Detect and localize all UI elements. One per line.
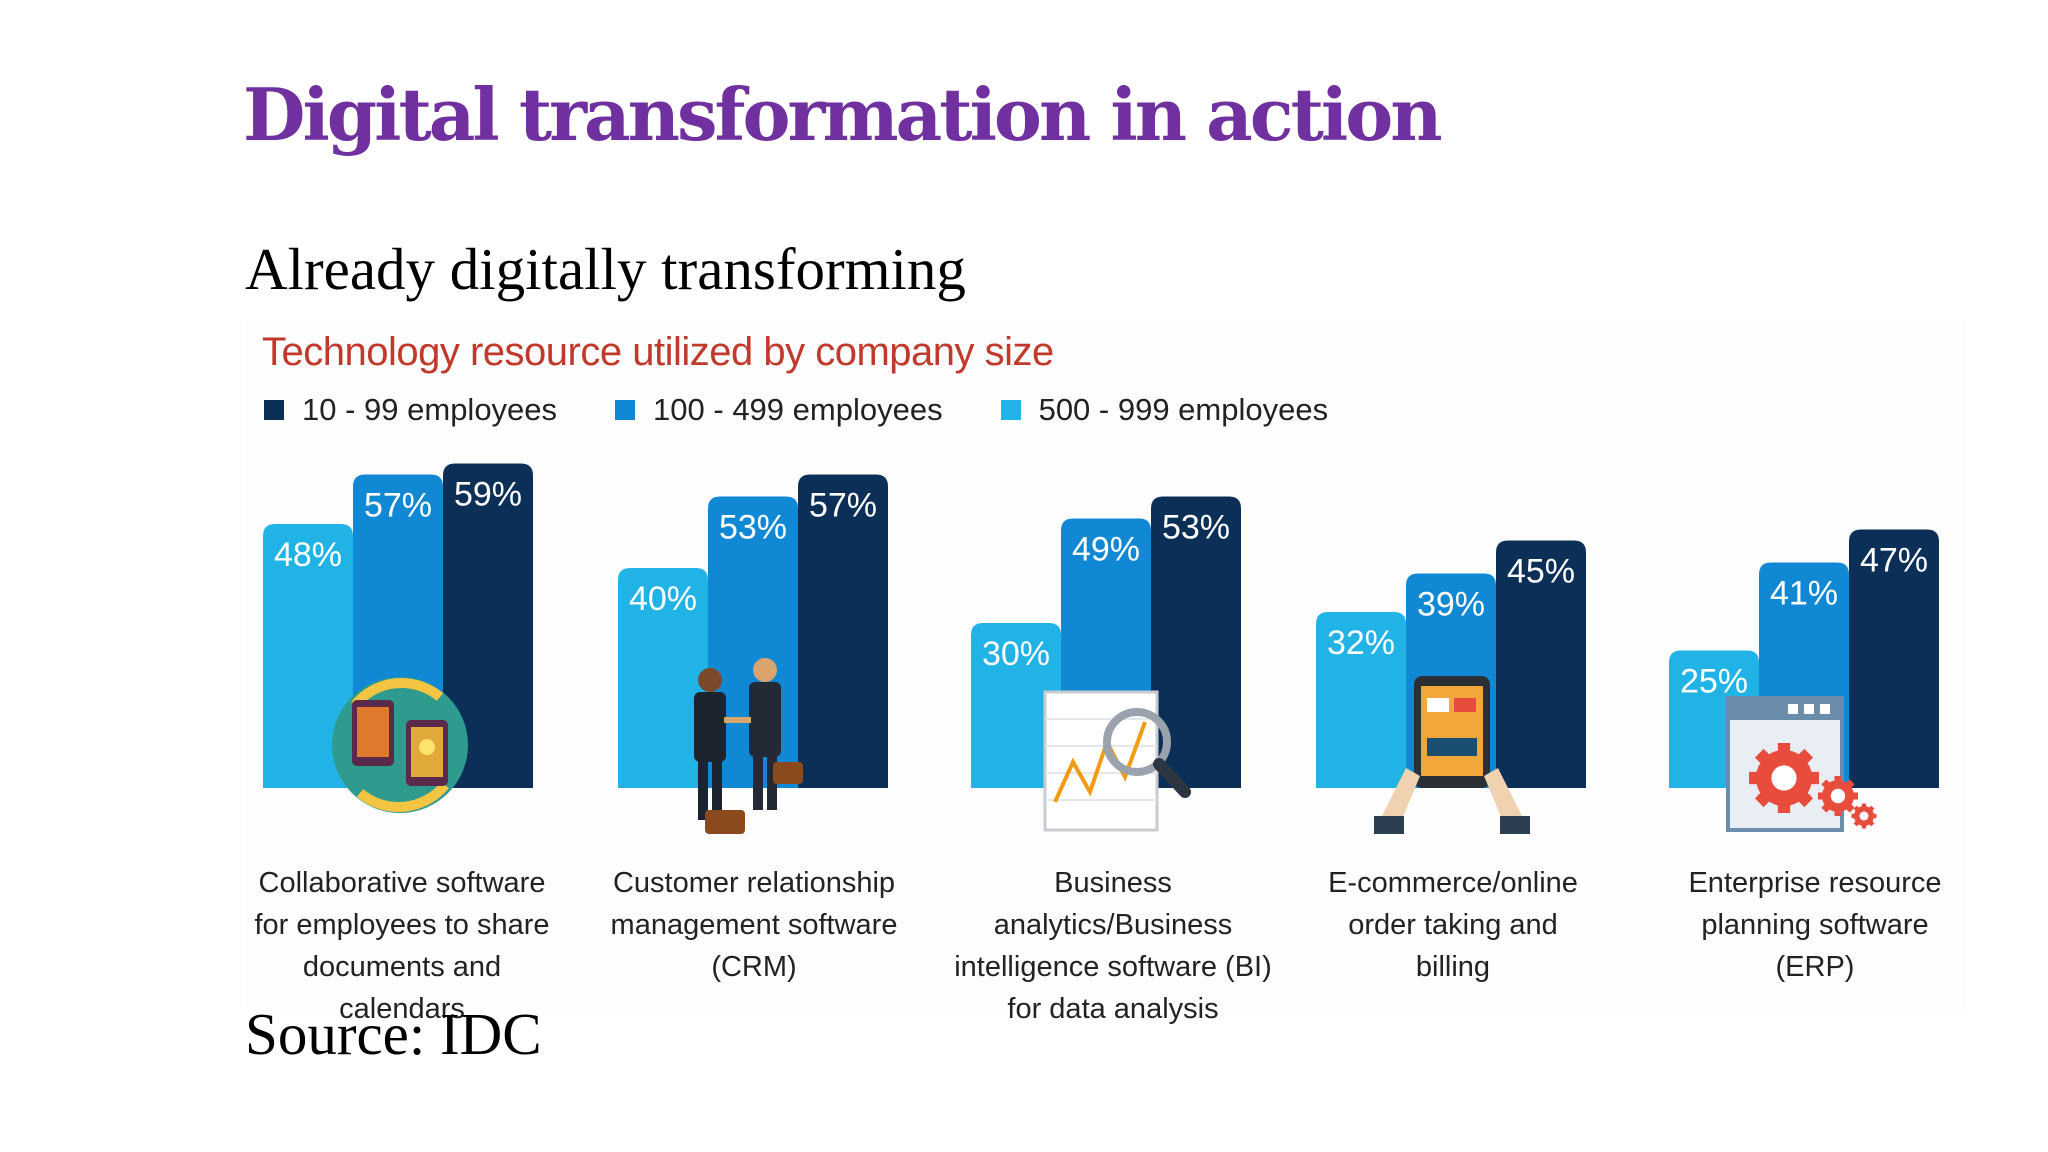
data-label-bi-series-1: 49% [1072, 531, 1140, 569]
data-label-erp-series-2: 25% [1680, 663, 1748, 701]
data-label-bi-series-0: 53% [1162, 509, 1230, 547]
data-label-bi-series-2: 30% [982, 635, 1050, 673]
category-label-crm: Customer relationship management softwar… [610, 867, 898, 983]
tablet-shopping-icon [1374, 676, 1530, 834]
bar-crm-series-2 [618, 568, 708, 788]
data-label-crm-series-2: 40% [629, 580, 697, 618]
data-label-crm-series-1: 53% [719, 509, 787, 547]
bar-group-crm: 40% 53% 57% [618, 474, 888, 788]
bar-bi-series-0 [1151, 496, 1241, 788]
legend-swatch-small [264, 400, 284, 420]
legend-swatch-medium [615, 400, 636, 420]
data-label-erp-series-1: 41% [1770, 575, 1838, 613]
legend-item-medium: 100 - 499 employees [615, 392, 943, 428]
bar-bi-series-2 [971, 623, 1061, 788]
legend-swatch-large [1000, 400, 1021, 420]
legend-item-large: 500 - 999 employees [1000, 392, 1329, 428]
devices-sync-icon [332, 677, 468, 813]
legend-item-small: 10 - 99 employees [264, 392, 557, 428]
source-note: Source: IDC [245, 1001, 542, 1067]
data-label-ecommerce-series-2: 32% [1327, 624, 1395, 662]
data-label-collaborative-series-0: 59% [454, 476, 522, 514]
legend-label-medium: 100 - 499 employees [653, 392, 943, 427]
slide-title: Digital transformation in action [243, 72, 1443, 157]
chart-title: Technology resource utilized by company … [262, 330, 1054, 374]
analytics-magnifier-icon [1043, 690, 1191, 832]
bar-erp-series-0 [1849, 529, 1939, 788]
legend-label-small: 10 - 99 employees [302, 392, 558, 427]
bar-collaborative-series-2 [263, 524, 353, 788]
handshake-icon [694, 658, 803, 834]
data-label-crm-series-0: 57% [809, 487, 877, 525]
category-label-collaborative: Collaborative software for employees to … [254, 867, 550, 1025]
category-label-erp: Enterprise resource planning software (E… [1688, 867, 1942, 983]
legend-label-large: 500 - 999 employees [1038, 392, 1329, 427]
data-label-ecommerce-series-0: 45% [1507, 553, 1575, 591]
bar-crm-series-0 [798, 474, 888, 788]
data-label-erp-series-0: 47% [1860, 542, 1928, 580]
slide-subtitle: Already digitally transforming [245, 236, 966, 302]
erp-gears-icon [1726, 696, 1877, 832]
data-label-collaborative-series-1: 57% [364, 487, 432, 525]
data-label-ecommerce-series-1: 39% [1417, 586, 1485, 624]
bar-ecommerce-series-0 [1496, 540, 1586, 788]
bar-ecommerce-series-2 [1316, 612, 1406, 788]
chart-legend: 10 - 99 employees 100 - 499 employees 50… [264, 392, 1328, 428]
category-label-ecommerce: E-commerce/online order taking and billi… [1328, 867, 1578, 983]
data-label-collaborative-series-2: 48% [274, 536, 342, 574]
category-label-bi: Business analytics/Business intelligence… [954, 867, 1272, 1025]
bar-collaborative-series-0 [443, 463, 533, 788]
